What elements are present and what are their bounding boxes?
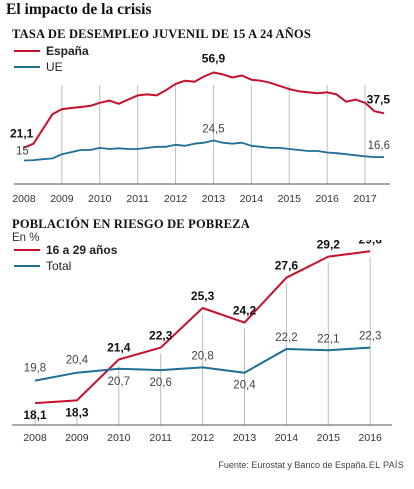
- x-tick-label: 2009: [50, 193, 74, 205]
- brand-logo: EL PAÍS: [368, 460, 404, 470]
- x-tick-label: 2016: [315, 193, 339, 205]
- series-line-espana: [23, 71, 385, 149]
- data-label-total: 19,8: [24, 363, 46, 375]
- data-label-youth: 21,4: [107, 341, 131, 355]
- x-tick-label: 2010: [88, 193, 112, 205]
- poverty-chart-unit: En %: [12, 232, 40, 244]
- x-tick-label: 2015: [278, 193, 302, 205]
- x-tick-label: 2015: [317, 432, 341, 444]
- series-line-total: [34, 346, 371, 382]
- main-title: El impacto de la crisis: [6, 1, 152, 18]
- data-label-youth: 24,2: [233, 304, 257, 318]
- data-label-total: 20,6: [150, 377, 172, 389]
- x-tick-label: 2010: [107, 432, 131, 444]
- data-label-total: 20,8: [191, 350, 213, 362]
- data-label-total: 22,3: [359, 331, 381, 343]
- source-note: Fuente: Eurostat y Banco de España.: [218, 460, 368, 470]
- data-label-youth: 27,6: [275, 259, 299, 273]
- data-label-total: 22,1: [317, 333, 339, 345]
- unemployment-chart-title: TASA DE DESEMPLEO JUVENIL DE 15 A 24 AÑO…: [12, 27, 312, 41]
- x-tick-label: 2014: [275, 432, 299, 444]
- series-line-youth: [34, 250, 371, 405]
- data-label-youth: 18,3: [65, 405, 89, 419]
- x-tick-label: 2013: [202, 193, 226, 205]
- data-label-total: 20,4: [233, 380, 256, 392]
- data-label: 16,6: [368, 140, 390, 152]
- x-tick-label: 2009: [65, 432, 89, 444]
- unemployment-chart: 2008 2009 2010 2011 2012 2013 2014 2015 2016 2017…: [10, 44, 391, 205]
- x-tick-label: 2012: [191, 432, 215, 444]
- x-tick-label: 2014: [240, 193, 264, 205]
- x-tick-label: 2016: [359, 432, 383, 444]
- data-label-youth: 29,2: [317, 240, 341, 252]
- data-label-youth: 29,6: [359, 240, 383, 246]
- legend-label-youth: 16 a 29 años: [46, 243, 118, 257]
- x-tick-label: 2008: [23, 432, 47, 444]
- data-label-youth: 25,3: [191, 289, 215, 303]
- x-tick-label: 2011: [126, 193, 149, 205]
- x-tick-label: 2008: [12, 193, 36, 205]
- data-label: 56,9: [202, 52, 226, 66]
- data-label: 15: [16, 146, 29, 158]
- data-label: 21,1: [10, 127, 34, 141]
- data-label-total: 20,4: [66, 355, 89, 367]
- data-label-youth: 22,3: [149, 329, 173, 343]
- data-label: 24,5: [202, 124, 224, 136]
- x-tick-label: 2011: [149, 432, 172, 444]
- data-label-total: 20,7: [108, 376, 130, 388]
- series-line-ue: [23, 139, 384, 162]
- data-label-total: 22,2: [275, 332, 297, 344]
- x-tick-label: 2012: [164, 193, 188, 205]
- x-tick-label: 2013: [233, 432, 257, 444]
- legend-label-total: Total: [46, 259, 71, 273]
- data-label-youth: 18,1: [23, 408, 47, 422]
- poverty-chart-title: POBLACIÓN EN RIESGO DE POBREZA: [12, 217, 250, 231]
- legend-label-ue: UE: [46, 60, 63, 74]
- x-tick-label: 2017: [353, 193, 377, 205]
- poverty-chart: 2008 2009 2010 2011 2012 2013 2014 2015 2016 16 a…: [12, 240, 392, 444]
- data-label: 37,5: [367, 92, 391, 106]
- legend-label-espana: España: [46, 44, 89, 58]
